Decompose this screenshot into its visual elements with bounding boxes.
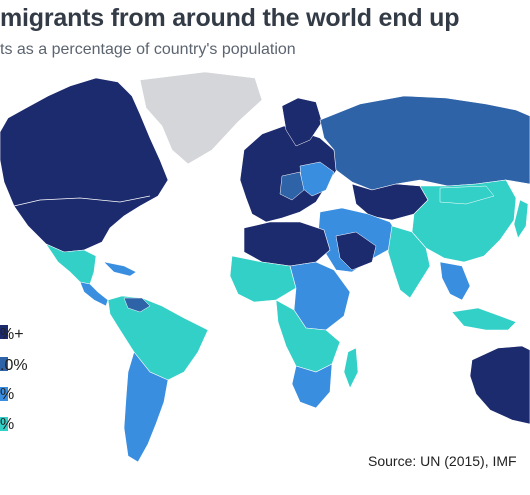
- source-note: Source: UN (2015), IMF: [368, 453, 517, 469]
- region-africa-central: [289, 261, 351, 331]
- region-mexico: [45, 243, 97, 285]
- region-greenland: [139, 71, 263, 165]
- region-venezuela: [123, 297, 151, 313]
- region-south-america-south: [123, 351, 169, 463]
- region-australia: [469, 345, 530, 425]
- region-africa-south: [291, 363, 333, 409]
- legend-label-1: %+: [0, 326, 24, 343]
- region-usa-midline: [13, 195, 151, 207]
- world-choropleth-map: [0, 71, 530, 463]
- legend-swatch-4: [0, 417, 8, 431]
- region-central-america: [79, 281, 109, 307]
- legend-swatch-2: [0, 357, 8, 371]
- region-scandinavia: [281, 97, 323, 147]
- region-indonesia: [451, 307, 517, 331]
- region-north-america: [0, 77, 169, 253]
- legend-label-3: %: [0, 386, 15, 403]
- legend-label-4: %: [0, 416, 15, 433]
- region-south-asia: [387, 225, 431, 299]
- region-gulf-states: [335, 231, 377, 271]
- map-title: migrants from around the world end up: [0, 4, 460, 32]
- legend-swatch-3: [0, 387, 8, 401]
- region-southeast-asia: [439, 261, 471, 301]
- region-madagascar: [343, 347, 359, 389]
- legend-label-2: .0%: [0, 357, 28, 374]
- region-mongolia: [439, 185, 495, 205]
- map-subtitle: ts as a percentage of country's populati…: [0, 41, 296, 58]
- region-south-america-north: [107, 295, 209, 381]
- region-japan: [513, 199, 529, 239]
- region-caribbean: [103, 261, 137, 277]
- legend-swatch-1: [0, 325, 8, 339]
- region-africa-north: [243, 221, 331, 267]
- region-china: [411, 179, 517, 263]
- region-russia: [319, 95, 530, 191]
- region-europe-central: [279, 171, 305, 201]
